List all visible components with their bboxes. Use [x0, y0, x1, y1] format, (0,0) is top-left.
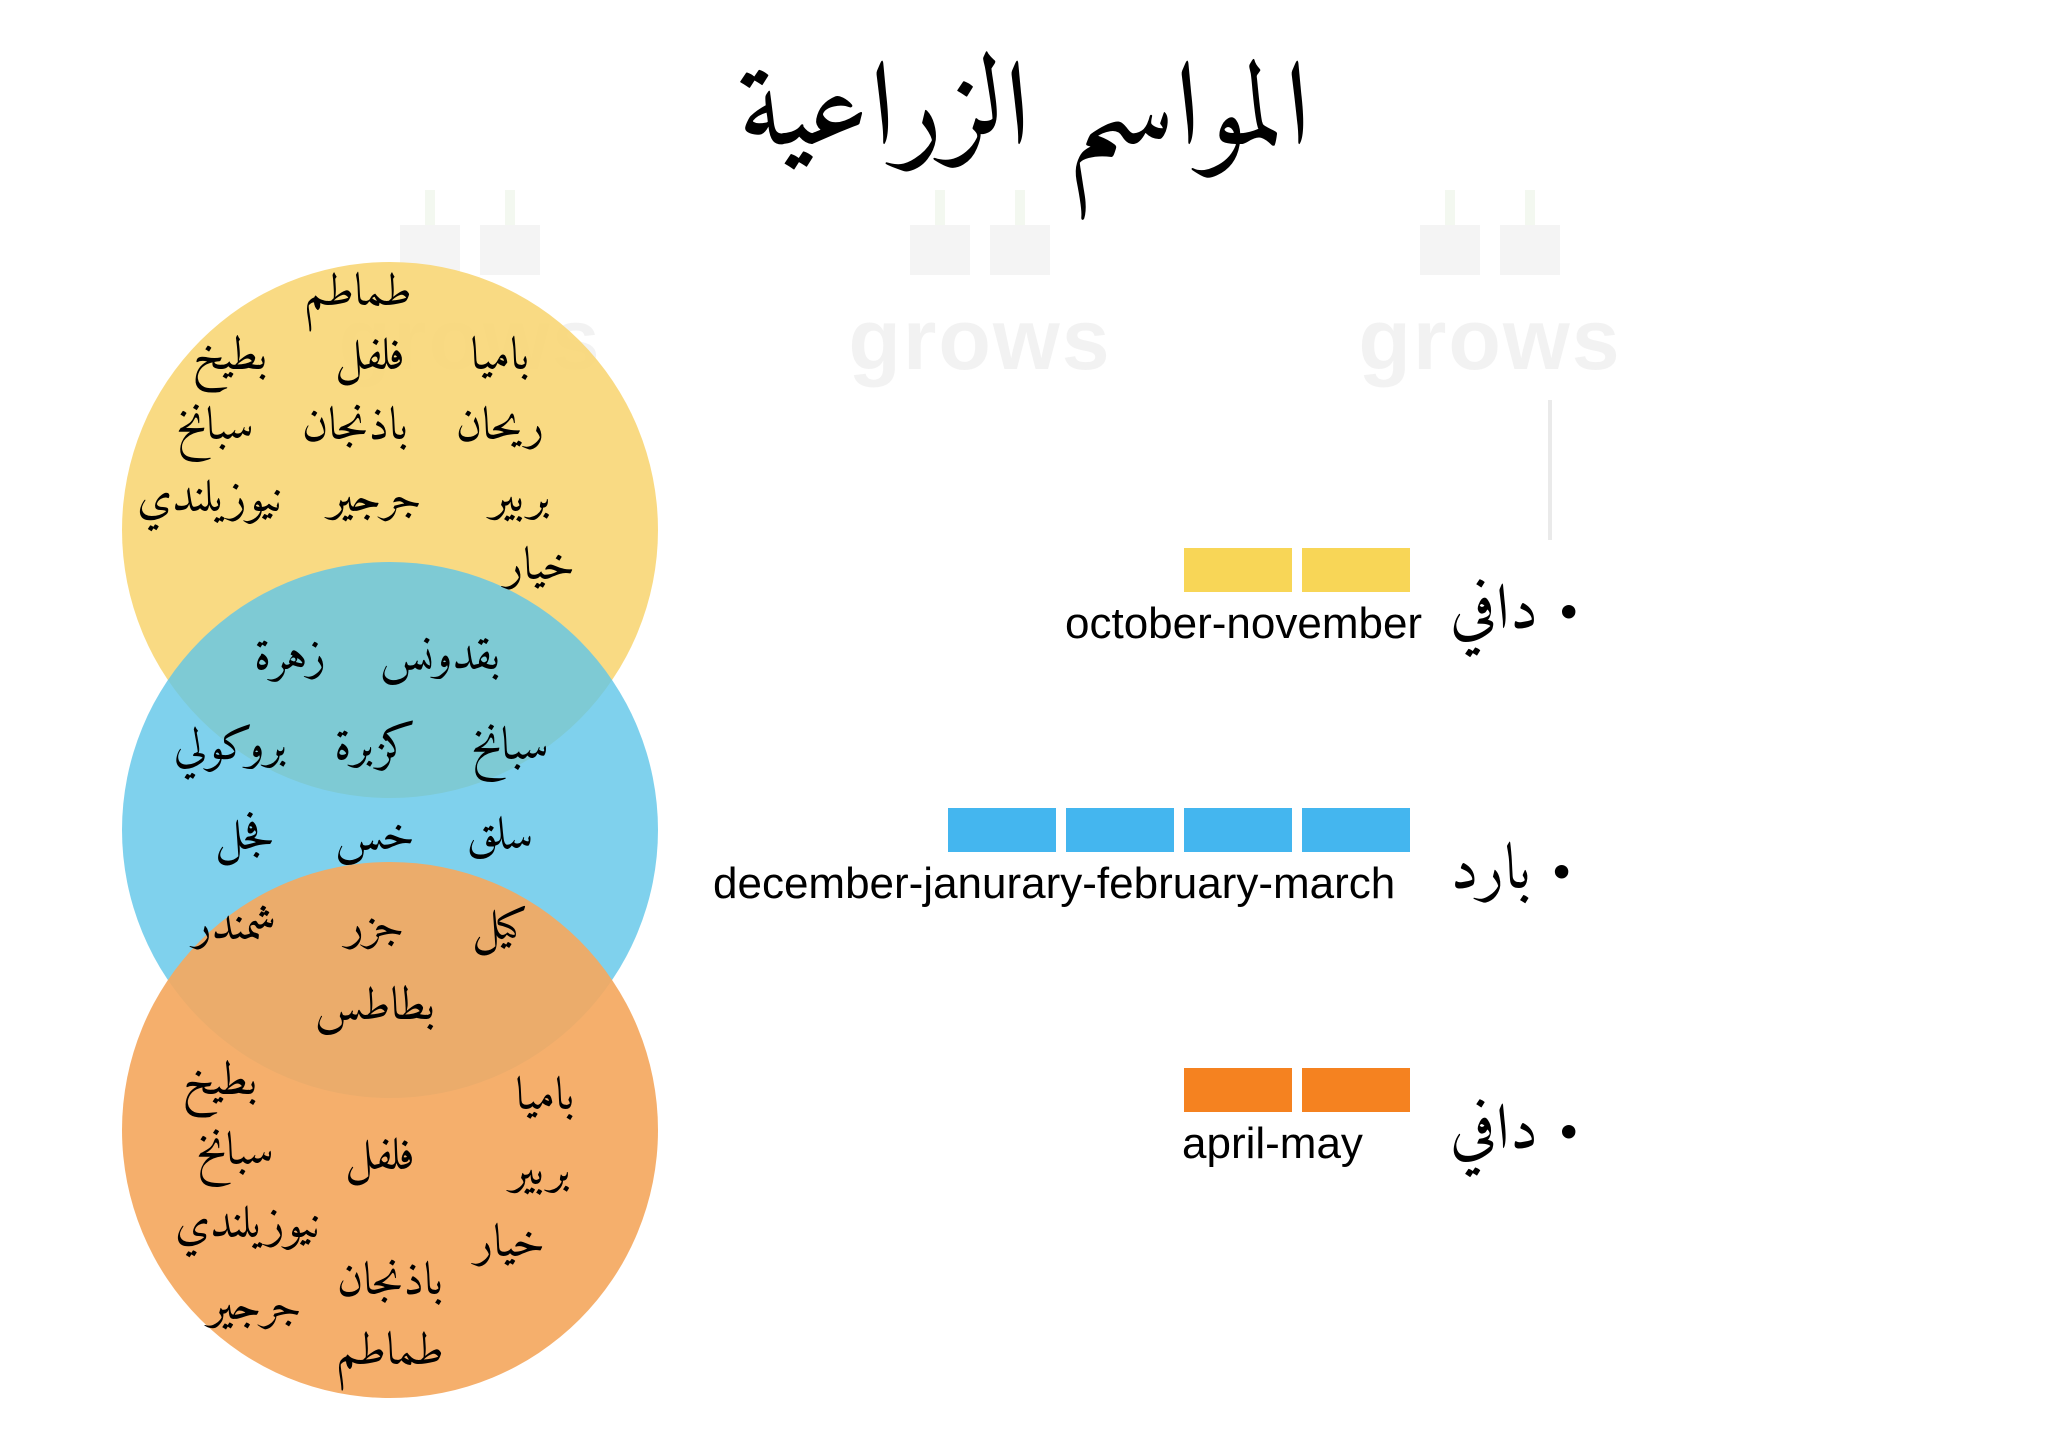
legend-blocks-warm-autumn [1184, 548, 1410, 592]
legend-months-cold: december-janurary-february-march [713, 859, 1395, 909]
venn-label: فجل [135, 798, 355, 879]
legend-label-warm-autumn: • دافي [1450, 556, 1580, 669]
venn-label: شمندر [125, 888, 345, 969]
venn-label: بطيخ [110, 1043, 330, 1124]
venn-label: بطيخ [120, 318, 340, 399]
legend-label-cold: • بارد [1450, 816, 1573, 929]
legend-block [1184, 1068, 1292, 1112]
venn-label: بطاطس [265, 968, 485, 1049]
legend-block [1066, 808, 1174, 852]
watermark-text: grows [810, 291, 1150, 390]
legend-blocks-cold [948, 808, 1410, 852]
venn-label: بروكولي [120, 708, 340, 789]
divider [1548, 400, 1552, 540]
canvas: grows grows grows المواسم الزراعية طماطم… [0, 0, 2048, 1448]
legend-block [1184, 808, 1292, 852]
page-title: المواسم الزراعية [0, 10, 2048, 221]
legend-blocks-warm-spring [1184, 1068, 1410, 1112]
venn-label: زهرة [180, 618, 400, 699]
legend-block [1302, 548, 1410, 592]
legend-months-warm-autumn: october-november [1065, 599, 1422, 649]
legend-months-warm-spring: april-may [1182, 1119, 1363, 1169]
watermark-text: grows [1320, 291, 1660, 390]
venn-label: جرجير [145, 1268, 365, 1349]
venn-label: سبانخ [105, 388, 325, 469]
legend-block [1302, 1068, 1410, 1112]
legend-block [948, 808, 1056, 852]
venn-label: سبانخ [125, 1113, 345, 1194]
legend-label-warm-spring: • دافي [1450, 1076, 1580, 1189]
legend-block [1302, 808, 1410, 852]
legend-block [1184, 548, 1292, 592]
venn-label: خيار [430, 528, 650, 609]
venn-label: نيوزيلندي [100, 460, 320, 541]
